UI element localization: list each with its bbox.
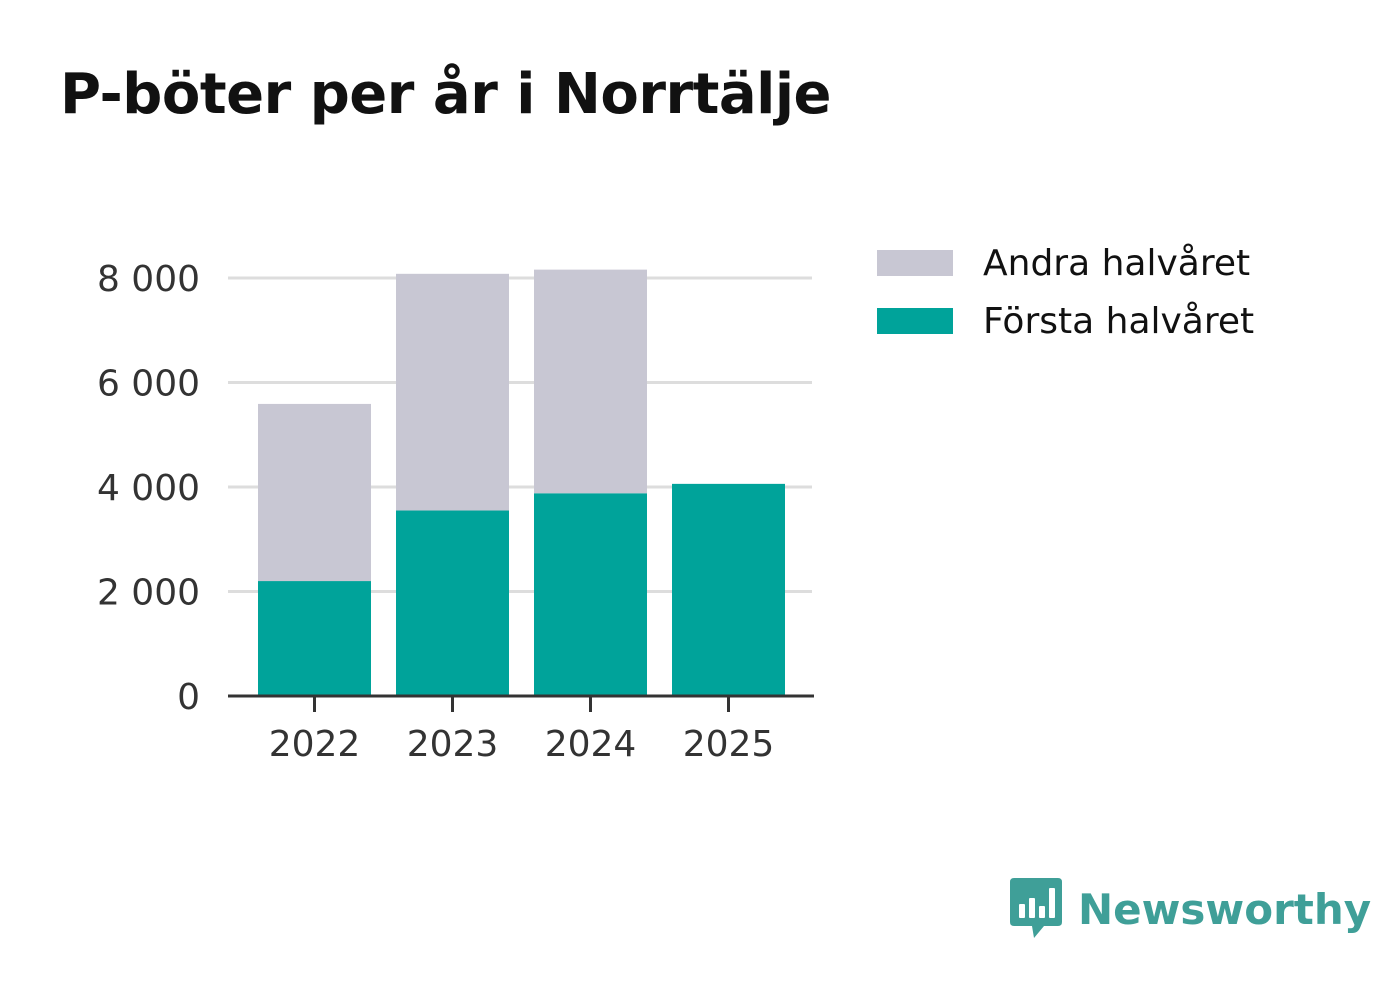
legend-label-first-half: Första halvåret <box>983 300 1255 342</box>
legend-item-second-half: Andra halvåret <box>877 240 1254 286</box>
x-tick-label-2024: 2024 <box>545 724 637 765</box>
bar-andra-halvaret-2022 <box>258 403 371 582</box>
bar-andra-halvaret-2023 <box>396 273 509 511</box>
legend-label-second-half: Andra halvåret <box>983 242 1251 284</box>
x-tick-label-2025: 2025 <box>683 724 775 765</box>
bars <box>258 269 785 696</box>
bar-andra-halvaret-2024 <box>534 269 647 494</box>
legend-swatch-first-half <box>877 308 953 334</box>
y-tick-label-2000: 2 000 <box>97 573 200 614</box>
y-tick-label-6000: 6 000 <box>97 364 200 405</box>
bar-forsta-halvaret-2022 <box>258 581 371 696</box>
bar-forsta-halvaret-2025 <box>672 483 785 696</box>
brand: Newsworthy <box>1010 878 1371 940</box>
bar-chart-speech-bubble-icon <box>1010 878 1062 938</box>
y-tick-label-0: 0 <box>177 677 200 718</box>
bar-forsta-halvaret-2023 <box>396 510 509 696</box>
y-tick-label-4000: 4 000 <box>97 468 200 509</box>
legend: Andra halvåret Första halvåret <box>877 240 1254 356</box>
legend-item-first-half: Första halvåret <box>877 298 1254 344</box>
x-tick-label-2023: 2023 <box>407 724 499 765</box>
bar-forsta-halvaret-2024 <box>534 493 647 696</box>
legend-swatch-second-half <box>877 250 953 276</box>
chart-title: P-böter per år i Norrtälje <box>60 62 832 127</box>
brand-name: Newsworthy <box>1078 884 1372 934</box>
y-tick-label-8000: 8 000 <box>97 259 200 300</box>
x-tick-label-2022: 2022 <box>269 724 361 765</box>
axes: 0 2 000 4 000 6 000 8 000 2022 2023 2024 2025 <box>97 259 814 765</box>
